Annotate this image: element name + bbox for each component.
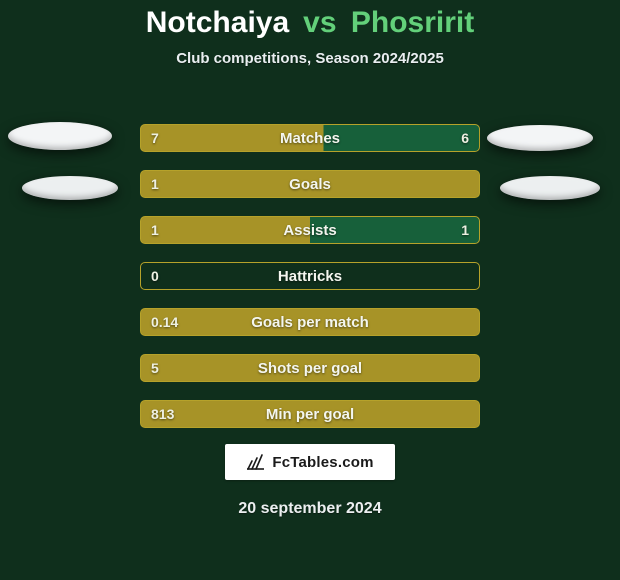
stat-left-value: 1 bbox=[151, 176, 159, 192]
stat-right-value: 1 bbox=[461, 222, 469, 238]
stat-left-value: 5 bbox=[151, 360, 159, 376]
stat-row: 0Hattricks bbox=[140, 262, 480, 290]
source-badge-text: FcTables.com bbox=[272, 454, 373, 471]
stat-label: Shots per goal bbox=[141, 360, 479, 377]
stat-row: 1Assists1 bbox=[140, 216, 480, 244]
stat-label: Assists bbox=[141, 222, 479, 239]
stat-label: Goals per match bbox=[141, 314, 479, 331]
player2-name: Phosririt bbox=[351, 6, 474, 39]
stat-label: Goals bbox=[141, 176, 479, 193]
decorative-ellipse bbox=[22, 176, 118, 200]
stat-label: Min per goal bbox=[141, 406, 479, 423]
decorative-ellipse bbox=[8, 122, 112, 150]
subtitle: Club competitions, Season 2024/2025 bbox=[0, 50, 620, 67]
stat-row: 813Min per goal bbox=[140, 400, 480, 428]
vs-text: vs bbox=[303, 6, 336, 39]
player1-name: Notchaiya bbox=[146, 6, 289, 39]
stats-rows: 7Matches61Goals1Assists10Hattricks0.14Go… bbox=[140, 124, 480, 446]
source-badge: FcTables.com bbox=[225, 444, 395, 480]
comparison-card: Notchaiya vs Phosririt Club competitions,… bbox=[0, 0, 620, 580]
stat-left-value: 813 bbox=[151, 406, 174, 422]
stat-row: 1Goals bbox=[140, 170, 480, 198]
stat-left-value: 0 bbox=[151, 268, 159, 284]
stat-label: Hattricks bbox=[141, 268, 479, 285]
stat-left-value: 1 bbox=[151, 222, 159, 238]
stat-left-value: 0.14 bbox=[151, 314, 178, 330]
stat-left-value: 7 bbox=[151, 130, 159, 146]
fctables-logo-icon bbox=[246, 453, 266, 471]
stat-row: 7Matches6 bbox=[140, 124, 480, 152]
stat-right-value: 6 bbox=[461, 130, 469, 146]
decorative-ellipse bbox=[487, 125, 593, 151]
decorative-ellipse bbox=[500, 176, 600, 200]
stat-row: 0.14Goals per match bbox=[140, 308, 480, 336]
date-text: 20 september 2024 bbox=[0, 500, 620, 518]
stat-row: 5Shots per goal bbox=[140, 354, 480, 382]
stat-label: Matches bbox=[141, 130, 479, 147]
page-title: Notchaiya vs Phosririt bbox=[0, 0, 620, 40]
